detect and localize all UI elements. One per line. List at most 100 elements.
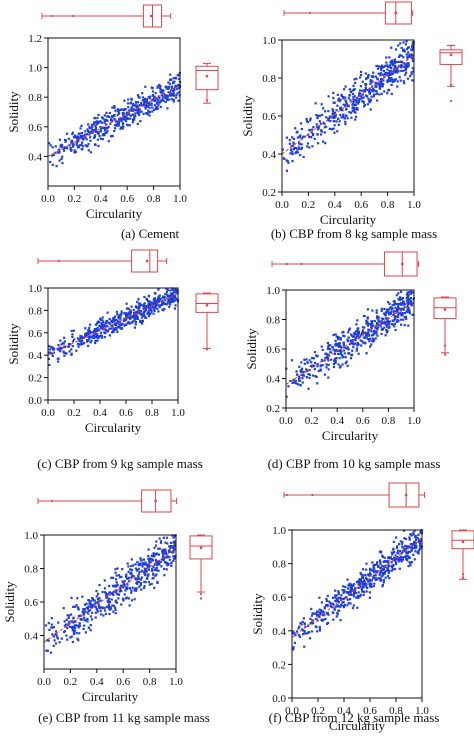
data-point [140,313,143,316]
data-point [90,604,93,607]
data-point [410,546,413,549]
data-point [171,298,174,302]
data-point [115,578,118,581]
data-point [150,102,153,105]
data-point [52,347,55,350]
data-point [404,537,407,541]
data-point [383,559,386,563]
data-point [393,319,396,322]
data-point [138,111,141,114]
y-tick-label: 0.2 [28,373,42,385]
data-point [113,315,117,318]
data-point [79,617,82,621]
data-point [293,632,296,635]
data-point [344,85,347,88]
data-point [54,145,57,148]
data-point [160,94,164,97]
data-point [56,637,60,640]
data-point [170,98,174,101]
data-point [99,331,103,334]
data-point [298,378,301,381]
data-point [158,86,162,89]
data-point [332,96,335,100]
data-point [175,290,178,294]
data-point [93,123,96,126]
data-point [74,629,77,632]
data-point [70,596,73,599]
data-point [301,620,304,623]
data-point [342,97,345,100]
data-point [380,307,383,310]
x-tick-label: 0.8 [381,199,395,211]
data-point [379,570,383,574]
data-point [87,612,90,615]
data-point [169,541,173,544]
data-point [394,48,398,51]
data-point [394,554,397,557]
data-point [406,291,409,294]
data-point [384,570,387,573]
data-point [356,343,359,347]
x-axis-label: Circularity [320,212,377,227]
data-point [372,584,375,588]
boxplot-outlier [285,493,288,497]
data-point [167,563,170,566]
data-point [97,320,100,323]
data-point [163,94,166,97]
data-point [117,574,121,577]
y-tick-label: 1.0 [28,283,42,295]
data-point [368,89,371,92]
data-point [306,142,310,145]
data-point [131,315,135,318]
data-point [136,306,139,309]
data-point [403,311,407,315]
boxplot-box [195,65,219,91]
data-point [165,303,168,306]
data-point [161,302,164,305]
data-point [367,328,370,331]
x-tick-label: 0.4 [337,705,351,717]
plot-frame [291,529,423,699]
trend-line [281,54,415,155]
data-point [70,141,73,144]
data-point [307,624,310,627]
data-point [387,565,391,568]
data-point [81,610,84,614]
data-point [372,569,375,572]
data-point [405,63,408,67]
data-point [153,97,156,100]
data-point [114,328,117,331]
data-point [305,368,308,371]
data-point [125,312,128,315]
data-point [405,552,408,555]
data-point [308,359,311,362]
data-point [96,326,99,330]
data-point [309,119,312,122]
data-point [346,604,349,607]
data-point [141,319,144,322]
data-point [365,585,368,588]
data-point [138,306,141,310]
data-point [82,612,86,616]
data-point [126,312,130,315]
trend-line [43,547,177,643]
data-point [106,130,109,133]
data-point [360,587,363,590]
data-point [157,297,161,300]
data-point [305,632,308,635]
data-point [408,301,411,304]
data-point [59,347,62,351]
data-point [148,110,152,114]
data-point [155,573,158,576]
data-point [345,103,349,106]
data-point [359,572,362,575]
data-point [136,316,139,319]
data-point [313,361,317,365]
data-point [369,323,373,327]
data-point [316,114,319,117]
data-point [75,143,78,147]
panel-4: 0.0 0.2 0.4 0.6 0.8 1.00.20.40.60.81.0Circula… [244,251,457,471]
data-point [87,626,91,629]
data-point [88,323,92,326]
data-point [325,116,328,119]
